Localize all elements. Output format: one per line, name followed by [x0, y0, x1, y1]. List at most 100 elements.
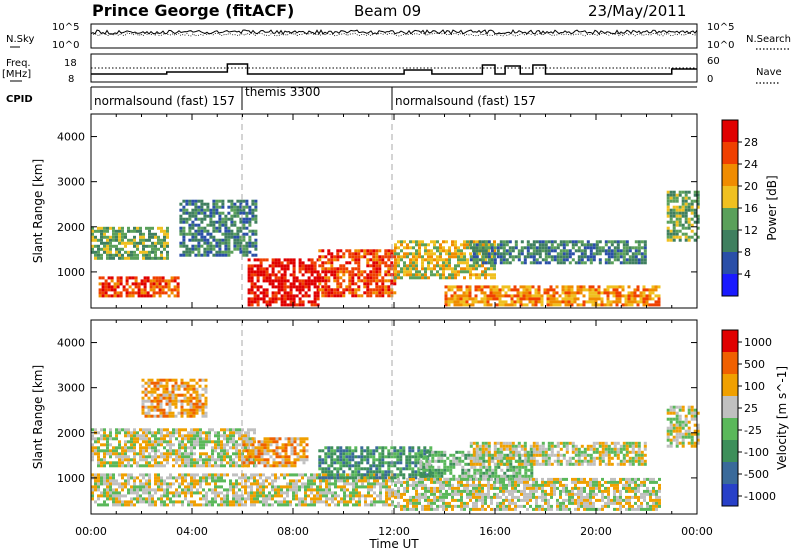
velocity-cell — [298, 500, 301, 504]
velocity-cell — [217, 494, 220, 498]
power-cell — [637, 258, 641, 262]
power-cell — [145, 226, 148, 230]
velocity-cell — [106, 434, 109, 438]
power-cell — [390, 261, 394, 265]
velocity-cell — [192, 402, 196, 406]
velocity-cell — [235, 497, 238, 501]
power-cell — [493, 240, 496, 244]
velocity-cell — [217, 452, 220, 456]
velocity-cell — [439, 480, 442, 484]
power-cell — [502, 255, 506, 259]
velocity-cell — [464, 453, 468, 457]
velocity-cell — [109, 434, 112, 438]
velocity-cell — [411, 455, 415, 459]
power-cell — [502, 246, 506, 250]
velocity-cell — [94, 485, 97, 489]
velocity-cell — [293, 440, 297, 444]
velocity-cell — [287, 443, 291, 447]
velocity-cell — [422, 465, 426, 469]
power-cell — [507, 294, 511, 298]
power-cell — [474, 294, 478, 298]
velocity-cell — [157, 497, 160, 501]
velocity-cell — [165, 402, 169, 406]
velocity-cell — [147, 390, 151, 394]
power-cell — [387, 267, 391, 271]
velocity-cell — [190, 434, 193, 438]
freq-label-2: [MHz] — [2, 69, 31, 80]
velocity-cell — [232, 437, 235, 441]
power-cell — [466, 240, 469, 244]
power-cell — [242, 253, 246, 257]
velocity-cell — [385, 485, 388, 489]
power-cell — [516, 300, 520, 304]
velocity-cell — [452, 459, 456, 463]
velocity-cell — [334, 479, 337, 483]
velocity-cell — [183, 396, 187, 400]
velocity-cell — [373, 482, 376, 486]
velocity-cell — [366, 473, 370, 477]
power-cell — [418, 240, 421, 244]
power-cell — [591, 300, 595, 304]
velocity-cell — [145, 446, 148, 450]
power-cell — [280, 297, 284, 301]
velocity-cell — [193, 434, 196, 438]
power-cell — [115, 244, 118, 248]
velocity-cell — [151, 449, 154, 453]
power-cell — [412, 267, 415, 271]
power-cell — [357, 258, 361, 262]
velocity-cell — [367, 503, 370, 507]
power-cell — [481, 264, 484, 268]
velocity-cell — [379, 494, 382, 498]
power-cell — [301, 264, 305, 268]
power-cell — [418, 243, 421, 247]
power-cell — [442, 246, 445, 250]
velocity-cell — [442, 498, 445, 502]
velocity-cell — [399, 458, 403, 462]
velocity-cell — [195, 411, 199, 415]
velocity-cell — [349, 482, 352, 486]
power-cell — [106, 238, 109, 242]
power-cell — [245, 250, 249, 254]
velocity-cell — [367, 482, 370, 486]
power-cell — [489, 303, 493, 307]
velocity-cell — [190, 431, 193, 435]
power-cell — [505, 243, 509, 247]
velocity-cell — [245, 449, 249, 453]
power-cell — [107, 276, 111, 280]
velocity-cell — [460, 483, 463, 487]
velocity-cell — [193, 428, 196, 432]
velocity-cell — [198, 408, 202, 412]
power-cell — [552, 300, 556, 304]
power-cell — [224, 226, 228, 230]
power-cell — [514, 243, 518, 247]
power-cell — [333, 276, 337, 280]
velocity-cell — [208, 428, 211, 432]
velocity-cell — [342, 449, 346, 453]
velocity-cell — [280, 491, 283, 495]
velocity-cell — [466, 486, 469, 490]
velocity-cell — [530, 468, 534, 472]
power-cell — [583, 246, 587, 250]
power-cell — [185, 232, 189, 236]
power-cell — [307, 282, 311, 286]
velocity-cell — [427, 498, 430, 502]
power-cell — [684, 196, 688, 200]
velocity-cell — [145, 482, 148, 486]
power-cell — [690, 199, 694, 203]
power-cell — [508, 252, 512, 256]
power-cell — [330, 261, 334, 265]
velocity-cell — [451, 495, 454, 499]
power-cell — [415, 258, 418, 262]
velocity-cell — [192, 390, 196, 394]
power-cell — [98, 288, 102, 292]
velocity-cell — [372, 464, 376, 468]
velocity-cell — [184, 476, 187, 480]
velocity-cell — [265, 476, 268, 480]
power-cell — [271, 285, 275, 289]
velocity-cell — [263, 437, 267, 441]
velocity-cell — [296, 458, 300, 462]
velocity-cell — [375, 449, 379, 453]
velocity-cell — [142, 458, 145, 462]
velocity-cell — [201, 414, 205, 418]
power-cell — [236, 226, 240, 230]
